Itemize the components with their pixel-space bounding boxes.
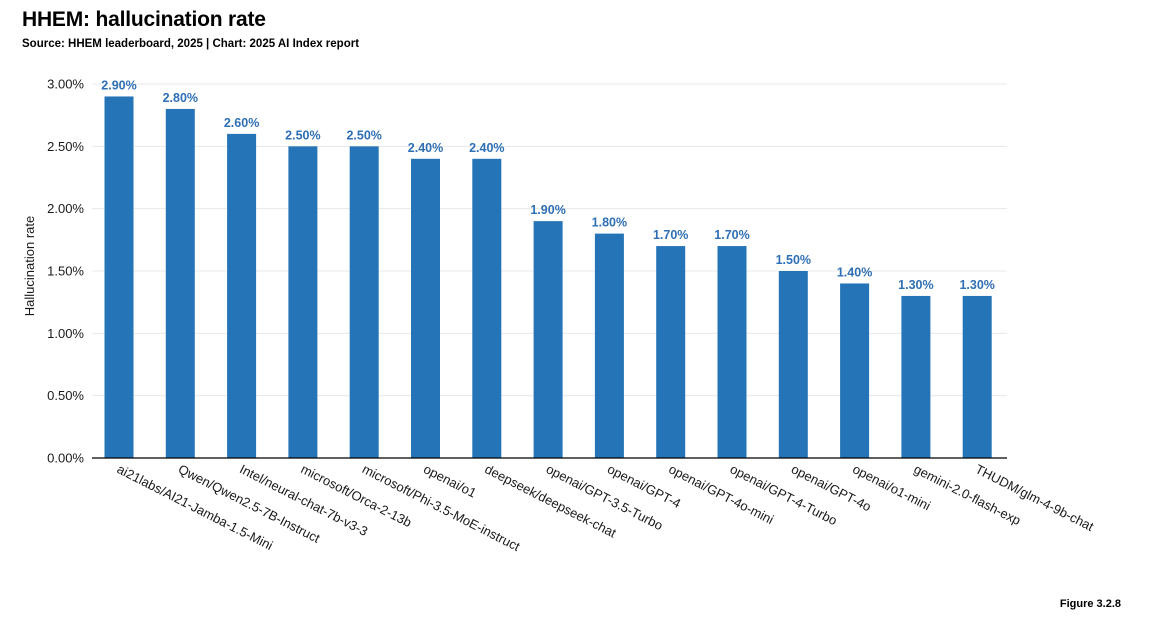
data-label: 2.90% (101, 78, 136, 92)
data-label: 1.90% (530, 203, 565, 217)
chart-subtitle: Source: HHEM leaderboard, 2025 | Chart: … (22, 38, 360, 50)
bar (472, 158, 502, 459)
bars (104, 96, 992, 459)
chart-title: HHEM: hallucination rate (22, 8, 266, 31)
data-label: 1.50% (776, 253, 811, 267)
y-tick-label: 0.00% (47, 451, 84, 466)
y-tick-label: 1.50% (47, 264, 84, 279)
bar (840, 283, 870, 458)
data-label: 1.40% (837, 265, 872, 279)
bar (227, 133, 257, 458)
data-label: 1.70% (714, 228, 749, 242)
data-label: 2.50% (346, 128, 381, 142)
x-category-label: openai/GPT-4o-mini (666, 461, 776, 527)
data-label: 1.30% (898, 278, 933, 292)
bar (778, 271, 808, 458)
y-tick-label: 0.50% (47, 388, 84, 403)
x-category-label: gemini-2.0-flash-exp (912, 461, 1024, 528)
data-label: 2.40% (469, 141, 504, 155)
bar (533, 221, 563, 458)
data-label: 1.70% (653, 228, 688, 242)
y-tick-label: 1.00% (47, 326, 84, 341)
bar (962, 295, 992, 458)
data-label: 2.50% (285, 128, 320, 142)
bar (717, 246, 747, 458)
y-tick-label: 2.50% (47, 139, 84, 154)
figure-label: Figure 3.2.8 (1059, 598, 1121, 610)
data-label: 1.80% (592, 216, 627, 230)
data-label: 1.30% (959, 278, 994, 292)
y-axis-title: Hallucination rate (22, 216, 37, 316)
x-category-label: openai/GPT-4-Turbo (728, 461, 840, 528)
bar (104, 96, 134, 458)
bar (349, 146, 379, 459)
bar (165, 108, 195, 458)
bar (288, 146, 318, 459)
x-axis-categories: ai21labs/AI21-Jamba-1.5-MiniQwen/Qwen2.5… (115, 461, 1097, 554)
y-tick-label: 2.00% (47, 201, 84, 216)
data-label: 2.60% (224, 116, 259, 130)
bar (594, 233, 624, 458)
data-label: 2.80% (163, 91, 198, 105)
y-tick-label: 3.00% (47, 77, 84, 92)
data-label: 2.40% (408, 141, 443, 155)
data-labels: 2.90% 2.80% 2.60% 2.50% 2.50% 2.40% 2.40% 1.90%… (101, 78, 995, 291)
bar (411, 158, 440, 459)
bar (656, 246, 686, 458)
y-axis-ticks: 0.00% 0.50% 1.00% 1.50% 2.00% 2.50% 3.00% (47, 77, 84, 466)
bar (901, 295, 931, 458)
